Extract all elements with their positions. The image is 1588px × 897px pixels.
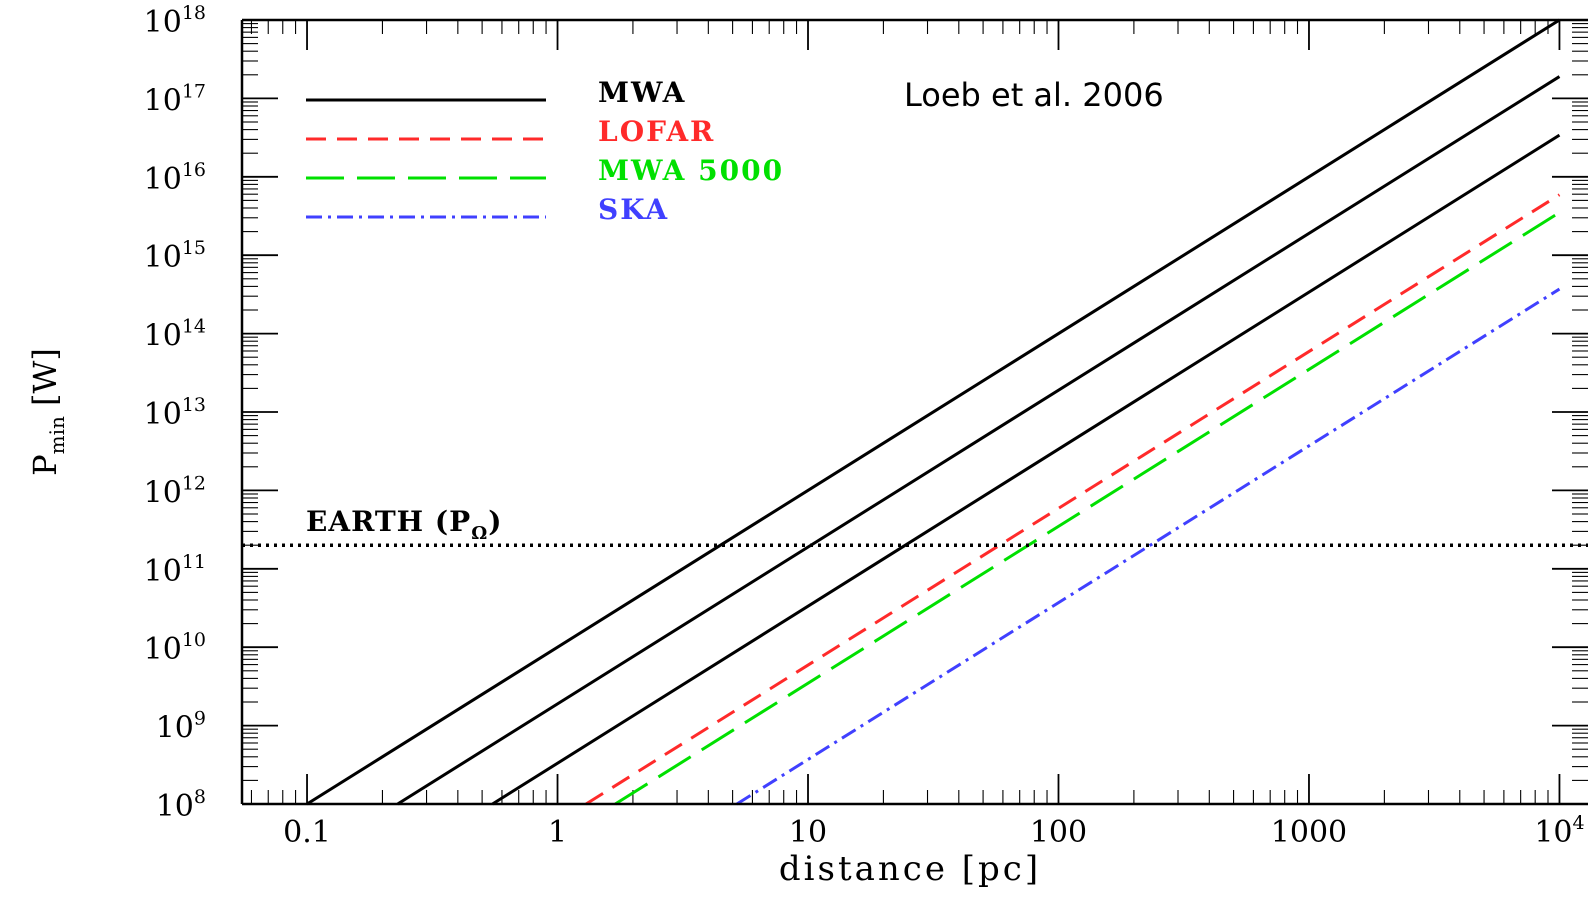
- x-tick-label: 104: [1534, 812, 1584, 850]
- y-tick-label: 1013: [144, 394, 206, 432]
- citation-annotation: Loeb et al. 2006: [904, 76, 1164, 114]
- x-tick-label: 1: [548, 815, 567, 850]
- x-tick-label: 1000: [1271, 815, 1347, 850]
- axes: [240, 18, 1588, 806]
- series-line-mwa-5000-4: [614, 211, 1561, 806]
- y-tick-label: 1011: [144, 551, 206, 589]
- series-lines: [306, 18, 1561, 806]
- y-tick-label: 109: [156, 708, 206, 746]
- series-line-ska-5: [736, 287, 1561, 806]
- y-tick-label: 1015: [144, 237, 206, 275]
- y-tick-label: 1010: [144, 629, 206, 667]
- x-tick-label: 100: [1030, 815, 1087, 850]
- labels: 1081091010101110121013101410151016101710…: [26, 2, 1585, 889]
- legend-label-mwa: MWA: [598, 76, 686, 109]
- tick-marks: [242, 19, 1588, 805]
- x-tick-label: 0.1: [283, 815, 331, 850]
- series-line-mwa-1: [396, 75, 1561, 806]
- y-tick-label: 108: [156, 786, 206, 824]
- y-tick-label: 1017: [144, 80, 206, 118]
- y-tick-label: 1018: [144, 2, 206, 40]
- y-tick-label: 1016: [144, 159, 206, 197]
- earth-label: EARTH (PΩ): [306, 505, 502, 544]
- legend-label-mwa-5000: MWA 5000: [598, 154, 784, 187]
- series-line-mwa-2: [491, 133, 1561, 806]
- legend: MWA LOFAR MWA 5000 SKA: [306, 76, 784, 226]
- y-axis-label: Pmin [W]: [26, 348, 69, 476]
- series-line-lofar-3: [585, 193, 1561, 806]
- y-tick-label: 1012: [144, 472, 206, 510]
- y-tick-label: 1014: [144, 316, 206, 354]
- legend-label-ska: SKA: [598, 193, 669, 226]
- legend-label-lofar: LOFAR: [598, 115, 715, 148]
- x-axis-label: distance [pc]: [779, 849, 1041, 889]
- x-tick-label: 10: [789, 815, 827, 850]
- series-line-mwa-0: [306, 18, 1561, 806]
